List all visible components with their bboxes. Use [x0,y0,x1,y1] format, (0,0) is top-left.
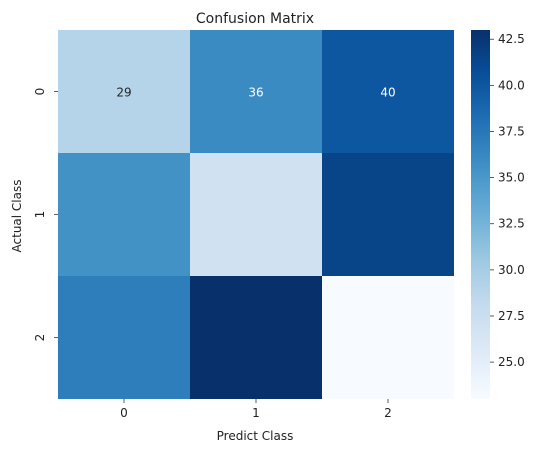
colorbar-tick-label: 35.0 [498,171,525,185]
cell-annotation-0-1: 36 [248,86,263,100]
y-axis-ticks: 0 1 2 [33,88,58,342]
x-tick-label: 1 [252,406,260,420]
colorbar: 25.0 27.5 30.0 32.5 35.0 37.5 40.0 42.5 [471,30,525,399]
heatmap-cell-1-0 [58,153,190,276]
colorbar-tick-label: 30.0 [498,263,525,277]
colorbar-tick-label: 40.0 [498,78,525,92]
colorbar-tick-label: 32.5 [498,217,525,231]
colorbar-tick-label: 27.5 [498,309,525,323]
heatmap-cell-0-2 [322,30,454,153]
x-axis-ticks: 0 1 2 [120,399,392,420]
colorbar-tick-label: 25.0 [498,355,525,369]
x-tick-label: 0 [120,406,128,420]
chart-title: Confusion Matrix [196,11,314,27]
heatmap-cell-2-1 [190,276,322,399]
heatmap-cell-0-0 [58,30,190,153]
cell-annotation-0-0: 29 [116,86,131,100]
colorbar-gradient [471,30,490,399]
cell-annotation-0-2: 40 [380,86,395,100]
heatmap-cells: 29 36 40 [58,30,454,399]
heatmap-cell-2-2 [322,276,454,399]
y-tick-label: 1 [33,211,47,219]
y-axis-label: Actual Class [10,180,24,253]
colorbar-tick-label: 37.5 [498,124,525,138]
x-axis-label: Predict Class [217,429,294,443]
heatmap-cell-1-2 [322,153,454,276]
heatmap-cell-0-1 [190,30,322,153]
y-tick-label: 2 [33,334,47,342]
heatmap-cell-2-0 [58,276,190,399]
y-tick-label: 0 [33,88,47,96]
x-tick-label: 2 [384,406,392,420]
heatmap-cell-1-1 [190,153,322,276]
colorbar-tick-label: 42.5 [498,32,525,46]
